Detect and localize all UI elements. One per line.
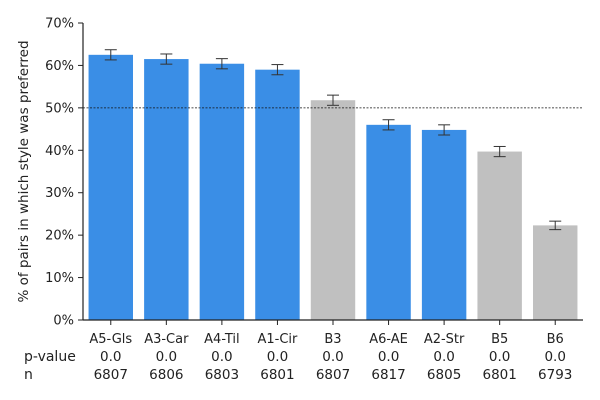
- x-tick-label-B6: B6: [547, 332, 564, 347]
- error-bars-group: [104, 49, 562, 231]
- x-tick-label-A4-Til: A4-Til: [204, 332, 239, 347]
- n-value-B5: 6801: [482, 367, 516, 383]
- bar-A4-Til: [199, 63, 245, 320]
- n-value-A1-Cir: 6801: [260, 367, 294, 383]
- y-tick-label-20: 20%: [45, 229, 74, 244]
- stats-table-group: 0.0 6807 0.0 6806 0.0 6803 0.0 6801 0.0 6807 0.0 68…: [24, 349, 572, 383]
- p-value-B3: 0.0: [322, 349, 343, 365]
- y-tick-label-70: 70%: [45, 17, 74, 32]
- bar-A5-Gls: [88, 54, 133, 320]
- p-value-row-label: p-value: [24, 349, 76, 365]
- x-tick-label-A2-Str: A2-Str: [424, 332, 465, 347]
- bar-A1-Cir: [255, 69, 300, 321]
- n-value-A2-Str: 6805: [427, 367, 461, 383]
- n-value-A6-AE: 6817: [371, 367, 405, 383]
- y-tick-label-40: 40%: [45, 144, 74, 159]
- bar-A2-Str: [421, 129, 467, 320]
- bar-B5: [477, 151, 522, 320]
- bar-B3: [310, 100, 356, 320]
- p-value-B5: 0.0: [489, 349, 510, 365]
- p-value-A6-AE: 0.0: [378, 349, 399, 365]
- y-axis-label: % of pairs in which style was preferred: [16, 40, 32, 302]
- x-tick-label-B3: B3: [324, 332, 341, 347]
- y-tick-label-0: 0%: [53, 314, 74, 329]
- n-row-label: n: [24, 367, 33, 383]
- y-tick-label-10: 10%: [45, 271, 74, 286]
- bars-group: [88, 54, 578, 321]
- bar-A3-Car: [144, 59, 189, 321]
- y-ticks-group: 0% 10% 20% 30% 40% 50% 60% 70%: [45, 17, 83, 329]
- n-value-A4-Til: 6803: [205, 367, 239, 383]
- bar-B6: [533, 225, 578, 320]
- p-value-B6: 0.0: [544, 349, 565, 365]
- x-tick-label-B5: B5: [491, 332, 508, 347]
- p-value-A4-Til: 0.0: [211, 349, 232, 365]
- p-value-A5-Gls: 0.0: [100, 349, 121, 365]
- p-value-A3-Car: 0.0: [156, 349, 177, 365]
- x-tick-label-A6-AE: A6-AE: [369, 332, 408, 347]
- p-value-A2-Str: 0.0: [433, 349, 454, 365]
- x-categories-group: A5-Gls A3-Car A4-Til A1-Cir B3 A6-AE A2-Str B5 B…: [89, 320, 564, 347]
- x-tick-label-A5-Gls: A5-Gls: [89, 332, 132, 347]
- x-tick-label-A3-Car: A3-Car: [144, 332, 189, 347]
- n-value-B6: 6793: [538, 367, 572, 383]
- y-tick-label-30: 30%: [45, 186, 74, 201]
- y-tick-label-60: 60%: [45, 59, 74, 74]
- y-tick-label-50: 50%: [45, 101, 74, 116]
- n-value-B3: 6807: [316, 367, 350, 383]
- n-value-A5-Gls: 6807: [94, 367, 128, 383]
- n-value-A3-Car: 6806: [149, 367, 183, 383]
- x-tick-label-A1-Cir: A1-Cir: [257, 332, 298, 347]
- bar-A6-AE: [366, 124, 411, 320]
- p-value-A1-Cir: 0.0: [267, 349, 288, 365]
